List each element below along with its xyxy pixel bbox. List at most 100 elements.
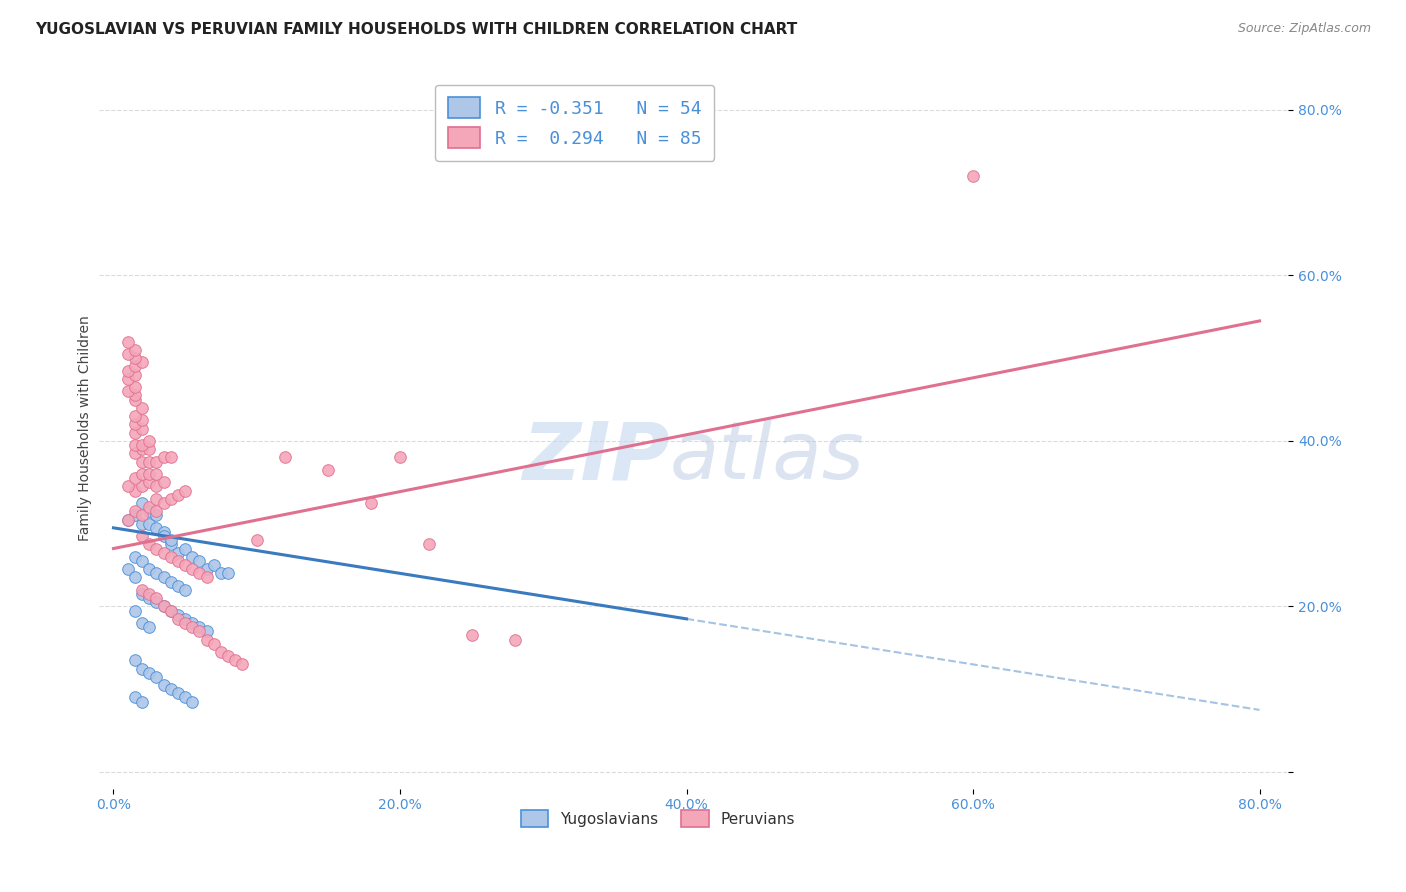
Point xyxy=(152,529,174,543)
Point xyxy=(246,533,269,548)
Point xyxy=(152,475,174,490)
Point xyxy=(124,417,146,432)
Point xyxy=(131,587,153,601)
Point xyxy=(131,442,153,457)
Point xyxy=(152,599,174,614)
Text: ZIP: ZIP xyxy=(523,418,669,496)
Point xyxy=(117,512,139,526)
Point xyxy=(138,455,160,469)
Point xyxy=(131,413,153,427)
Point xyxy=(117,372,139,386)
Point xyxy=(174,612,197,626)
Point xyxy=(181,549,204,564)
Point xyxy=(131,421,153,435)
Point xyxy=(124,351,146,366)
Point xyxy=(145,541,167,556)
Point xyxy=(138,620,160,634)
Point xyxy=(124,438,146,452)
Point xyxy=(167,546,190,560)
Point xyxy=(152,496,174,510)
Point xyxy=(159,682,181,697)
Point xyxy=(195,562,218,576)
Point xyxy=(131,401,153,415)
Point xyxy=(145,479,167,493)
Point xyxy=(138,504,160,518)
Point xyxy=(159,450,181,465)
Point xyxy=(131,529,153,543)
Point xyxy=(124,604,146,618)
Y-axis label: Family Households with Children: Family Households with Children xyxy=(79,316,93,541)
Point xyxy=(117,562,139,576)
Point xyxy=(124,425,146,440)
Point xyxy=(131,479,153,493)
Point xyxy=(145,491,167,506)
Point xyxy=(962,169,984,183)
Point xyxy=(159,533,181,548)
Point xyxy=(159,604,181,618)
Point xyxy=(174,690,197,705)
Point xyxy=(124,549,146,564)
Point xyxy=(131,516,153,531)
Point xyxy=(152,546,174,560)
Point xyxy=(124,570,146,584)
Point xyxy=(167,607,190,622)
Point xyxy=(195,624,218,639)
Point xyxy=(167,554,190,568)
Point xyxy=(209,645,232,659)
Point xyxy=(174,541,197,556)
Point xyxy=(418,537,440,551)
Point xyxy=(117,347,139,361)
Point xyxy=(145,595,167,609)
Point xyxy=(145,670,167,684)
Point xyxy=(318,463,340,477)
Point xyxy=(174,483,197,498)
Point xyxy=(131,455,153,469)
Point xyxy=(138,591,160,606)
Point xyxy=(388,450,411,465)
Point xyxy=(503,632,526,647)
Point xyxy=(159,574,181,589)
Point xyxy=(188,554,211,568)
Point xyxy=(152,570,174,584)
Point xyxy=(174,558,197,572)
Point xyxy=(217,649,239,664)
Point xyxy=(138,562,160,576)
Point xyxy=(117,363,139,377)
Point xyxy=(131,695,153,709)
Point xyxy=(145,467,167,481)
Point xyxy=(152,599,174,614)
Point xyxy=(117,334,139,349)
Point xyxy=(131,554,153,568)
Point xyxy=(145,455,167,469)
Point xyxy=(124,380,146,394)
Point xyxy=(131,496,153,510)
Point xyxy=(145,591,167,606)
Point xyxy=(131,582,153,597)
Point xyxy=(131,467,153,481)
Point xyxy=(145,566,167,581)
Legend: Yugoslavians, Peruvians: Yugoslavians, Peruvians xyxy=(513,802,803,835)
Point xyxy=(124,690,146,705)
Point xyxy=(181,615,204,630)
Point xyxy=(124,343,146,357)
Point xyxy=(131,508,153,523)
Point xyxy=(167,612,190,626)
Point xyxy=(145,508,167,523)
Point xyxy=(174,582,197,597)
Point xyxy=(138,475,160,490)
Point xyxy=(131,355,153,369)
Point xyxy=(159,537,181,551)
Point xyxy=(117,384,139,399)
Point xyxy=(138,467,160,481)
Point xyxy=(188,566,211,581)
Point xyxy=(274,450,297,465)
Text: atlas: atlas xyxy=(669,418,865,496)
Point xyxy=(231,657,253,672)
Point xyxy=(152,524,174,539)
Point xyxy=(460,628,482,642)
Point xyxy=(124,653,146,667)
Point xyxy=(167,488,190,502)
Point xyxy=(217,566,239,581)
Point xyxy=(138,442,160,457)
Point xyxy=(167,579,190,593)
